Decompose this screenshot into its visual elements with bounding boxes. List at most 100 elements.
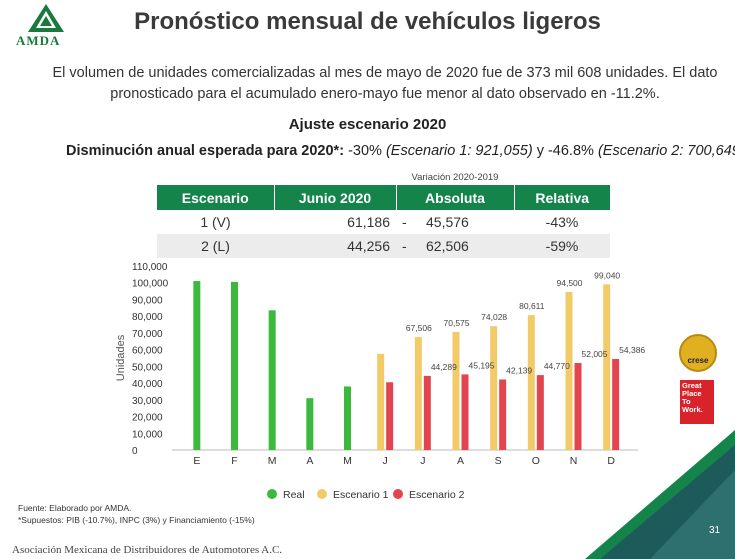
- source-note: Fuente: Elaborado por AMDA.: [18, 503, 132, 513]
- cell-escenario: 2 (L): [157, 234, 274, 258]
- y-tick-label: 40,000: [132, 379, 163, 390]
- crese-badge-icon: crese: [679, 334, 717, 372]
- reduction-s2: (Escenario 2: 700,649): [597, 143, 735, 159]
- x-tick-label: A: [457, 455, 464, 467]
- table-header-row: Escenario Junio 2020 Absoluta Relativa: [157, 185, 610, 210]
- legend-label: Real: [283, 489, 305, 501]
- variation-label: Variación 2020-2019: [411, 172, 499, 183]
- y-axis-label: Unidades: [115, 334, 127, 381]
- cell-absoluta: - 62,506: [396, 234, 514, 258]
- data-label: 45,195: [469, 360, 495, 370]
- y-tick-label: 90,000: [132, 295, 163, 306]
- data-label: 74,028: [481, 312, 507, 322]
- y-tick-label: 0: [132, 446, 138, 457]
- intro-line-2: pronosticado para el acumulado enero-may…: [110, 86, 660, 102]
- legend-marker: [267, 489, 277, 499]
- y-tick-label: 10,000: [132, 429, 163, 440]
- data-label: 80,611: [519, 301, 545, 311]
- y-tick-label: 110,000: [132, 262, 168, 273]
- scenario-title: Ajuste escenario 2020: [288, 116, 447, 133]
- data-label: 54,386: [619, 345, 645, 355]
- data-label: 94,500: [557, 278, 583, 288]
- bar-escenario-2: [461, 374, 469, 450]
- data-label: 70,575: [444, 318, 470, 328]
- abs-sign: -: [402, 214, 407, 230]
- assumptions-note: *Supuestos: PIB (-10.7%), INPC (3%) y Fi…: [18, 515, 255, 525]
- cell-relativa: -59%: [514, 234, 610, 258]
- amda-logo-icon: [28, 4, 64, 32]
- header-absoluta: Absoluta: [396, 185, 515, 210]
- y-tick-label: 20,000: [132, 413, 163, 424]
- legend-marker: [317, 489, 327, 499]
- monthly-forecast-chart: 0 10,000 20,000 30,000 40,000 50,000 60,000 70,…: [115, 262, 645, 501]
- cell-escenario: 1 (V): [200, 214, 231, 230]
- bar-real: [344, 386, 351, 450]
- table-row: 2 (L) 44,256 - 62,506 -59%: [157, 234, 610, 258]
- y-tick-label: 70,000: [132, 329, 163, 340]
- x-tick-label: M: [268, 455, 277, 467]
- data-label: 52,005: [582, 349, 608, 359]
- bar-real: [193, 281, 201, 450]
- x-tick-label: O: [532, 455, 540, 467]
- data-label: 44,289: [431, 362, 457, 372]
- abs-value: 62,506: [426, 238, 469, 254]
- y-tick-label: 60,000: [132, 346, 163, 357]
- bar-escenario-1: [603, 284, 611, 450]
- organization-name: Asociación Mexicana de Distribuidores de…: [12, 544, 283, 556]
- bar-escenario-1: [377, 353, 385, 450]
- x-tick-label: S: [495, 455, 502, 467]
- bar-escenario-1: [414, 337, 422, 450]
- table-row: 1 (V) 61,186 - 45,576 -43%: [157, 210, 610, 234]
- legend-marker: [393, 489, 403, 499]
- intro-paragraph: El volumen de unidades comercializadas a…: [40, 63, 730, 105]
- bar-real: [231, 281, 238, 450]
- bar-real: [268, 310, 276, 450]
- x-tick-label: M: [343, 455, 352, 467]
- bar-escenario-1: [490, 326, 498, 450]
- x-tick-label: A: [306, 455, 313, 467]
- header-escenario: Escenario: [157, 185, 275, 210]
- x-tick-label: N: [570, 455, 578, 467]
- header-junio: Junio 2020: [274, 185, 397, 210]
- cell-relativa: -43%: [545, 214, 579, 230]
- bar-escenario-2: [536, 375, 544, 450]
- bar-escenario-1: [527, 315, 535, 450]
- header-relativa: Relativa: [514, 185, 610, 210]
- x-tick-label: J: [383, 455, 388, 467]
- bar-escenario-2: [386, 382, 394, 450]
- cell-junio: 61,186: [347, 214, 390, 230]
- reduction-pre: -30%: [348, 143, 382, 159]
- cell-junio: 44,256: [274, 234, 396, 258]
- bar-real: [306, 398, 314, 450]
- y-tick-label: 80,000: [132, 312, 163, 323]
- bar-escenario-2: [612, 359, 620, 450]
- bar-escenario-1: [452, 331, 460, 450]
- intro-line-1: El volumen de unidades comercializadas a…: [52, 65, 718, 81]
- legend-label: Escenario 1: [333, 489, 389, 501]
- great-place-to-work-badge: Great Place To Work.: [680, 380, 714, 424]
- reduction-mid: y -46.8%: [536, 143, 594, 159]
- x-tick-label: F: [231, 455, 237, 467]
- bar-escenario-2: [423, 375, 431, 450]
- page-number: 31: [709, 525, 721, 536]
- reduction-s1: (Escenario 1: 921,055): [385, 143, 533, 159]
- reduction-line: Disminución anual esperada para 2020*: -…: [66, 143, 735, 159]
- page-title: Pronóstico mensual de vehículos ligeros: [134, 8, 601, 35]
- abs-value: 45,576: [426, 214, 469, 230]
- cell-absoluta: - 45,576: [396, 210, 514, 234]
- x-tick-label: D: [607, 455, 615, 467]
- logo-text: AMDA: [16, 33, 61, 48]
- bar-escenario-1: [565, 291, 573, 450]
- data-label: 99,040: [594, 270, 620, 280]
- y-tick-label: 30,000: [132, 396, 163, 407]
- x-tick-label: E: [193, 455, 200, 467]
- scenario-table: Escenario Junio 2020 Absoluta Relativa 1…: [157, 185, 610, 258]
- reduction-label: Disminución anual esperada para 2020*:: [66, 143, 345, 159]
- legend-label: Escenario 2: [409, 489, 465, 501]
- data-label: 44,770: [544, 361, 570, 371]
- data-label: 67,506: [406, 323, 432, 333]
- y-tick-label: 100,000: [132, 279, 169, 290]
- data-label: 42,139: [506, 366, 532, 376]
- y-tick-label: 50,000: [132, 362, 163, 373]
